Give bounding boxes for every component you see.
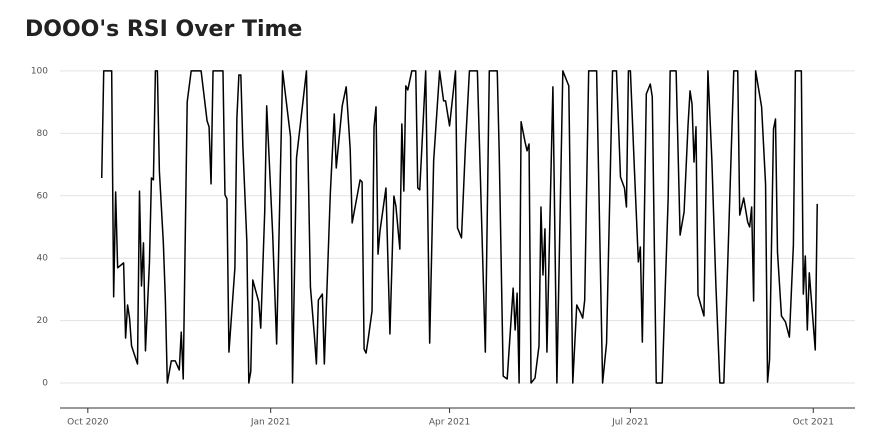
y-tick-label: 60 [37, 191, 49, 201]
x-tick-label: Jul 2021 [611, 418, 649, 428]
x-tick-label: Apr 2021 [429, 418, 470, 428]
y-tick-label: 20 [37, 316, 49, 326]
x-tick-label: Oct 2021 [793, 418, 834, 428]
x-tick-label: Jan 2021 [250, 418, 291, 428]
chart-title: DOOO's RSI Over Time [25, 17, 302, 42]
y-tick-label: 0 [42, 379, 48, 389]
y-tick-label: 100 [31, 66, 48, 76]
y-tick-label: 80 [37, 129, 49, 139]
x-tick-label: Oct 2020 [67, 418, 109, 428]
y-tick-label: 40 [37, 254, 49, 264]
rsi-line [100, 70, 818, 384]
